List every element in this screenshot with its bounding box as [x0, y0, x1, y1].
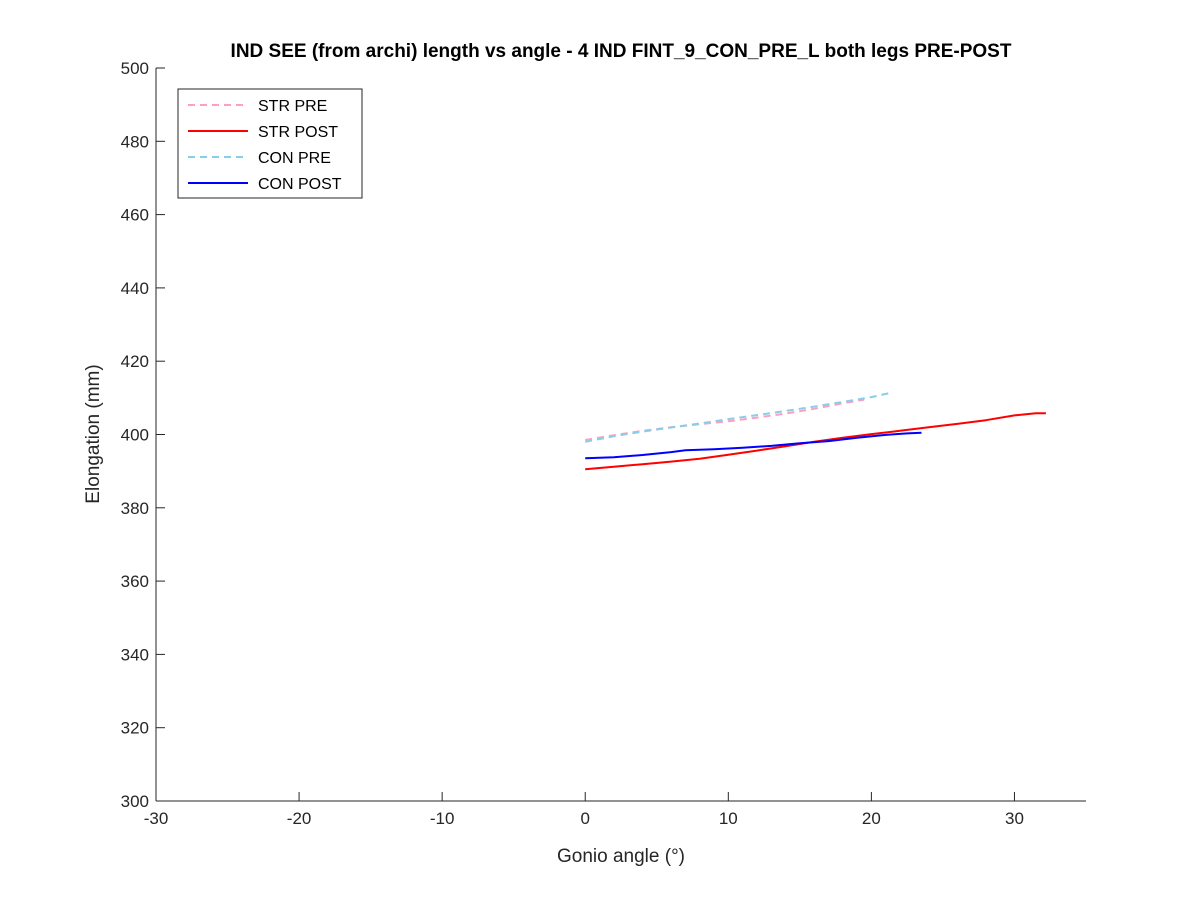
- x-tick-label: -20: [287, 809, 312, 828]
- chart-title: IND SEE (from archi) length vs angle - 4…: [231, 41, 1012, 62]
- y-tick-label: 480: [121, 132, 149, 151]
- y-tick-label: 320: [121, 719, 149, 738]
- x-axis-label: Gonio angle (°): [557, 846, 685, 867]
- y-tick-label: 420: [121, 352, 149, 371]
- legend: STR PRE STR POST CON PRE CON POST: [177, 88, 363, 199]
- legend-label: CON POST: [258, 176, 342, 193]
- x-tick-label: 30: [1005, 809, 1024, 828]
- y-tick-label: 300: [121, 792, 149, 811]
- x-tick-label: -30: [144, 809, 169, 828]
- y-tick-label: 460: [121, 206, 149, 225]
- series-line-con-post: [585, 431, 922, 460]
- legend-label: STR PRE: [258, 98, 327, 115]
- x-tick-label: -10: [430, 809, 455, 828]
- y-tick-label: 360: [121, 572, 149, 591]
- legend-box: [177, 88, 363, 199]
- series-layer: [585, 391, 1046, 471]
- x-tick-label: 10: [719, 809, 738, 828]
- x-tick-label: 0: [580, 809, 589, 828]
- y-tick-label: 440: [121, 279, 149, 298]
- y-tick-label: 400: [121, 426, 149, 445]
- x-tick-label: 20: [862, 809, 881, 828]
- series-line-str-post: [585, 412, 1046, 471]
- legend-label: STR POST: [258, 124, 338, 141]
- legend-label: CON PRE: [258, 150, 331, 167]
- y-ticks: 300 320 340 360 380 400 420 440 460 480 500: [121, 59, 165, 811]
- x-ticks: -30 -20 -10 0 10 20 30: [144, 792, 1024, 828]
- y-axis-label: Elongation (mm): [83, 364, 104, 503]
- y-tick-label: 380: [121, 499, 149, 518]
- series-line-con-pre: [585, 391, 894, 443]
- y-tick-label: 500: [121, 59, 149, 78]
- y-tick-label: 340: [121, 645, 149, 664]
- legend-entries: STR PRE STR POST CON PRE CON POST: [188, 98, 342, 193]
